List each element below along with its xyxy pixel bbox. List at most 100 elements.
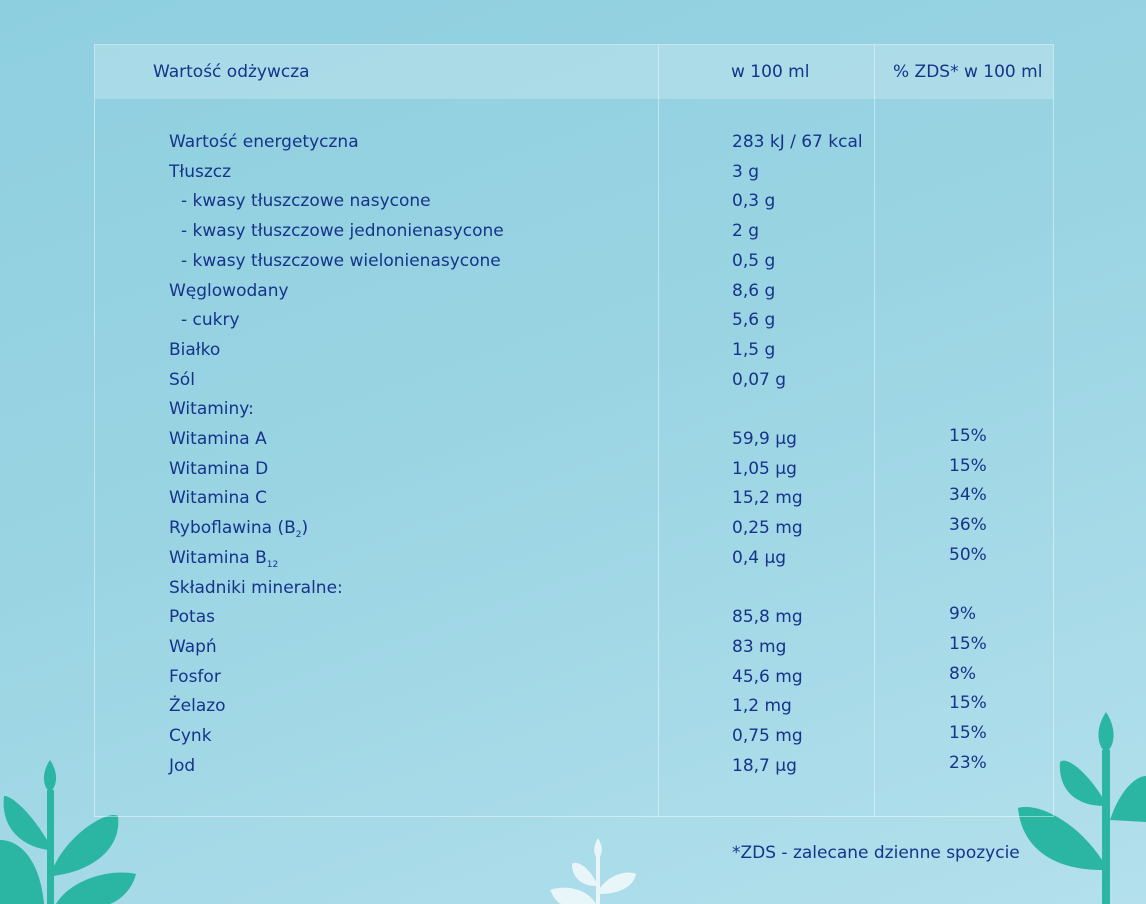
column-divider	[658, 45, 659, 816]
table-row: - kwasy tłuszczowe jednonienasycone 2 g	[95, 216, 1053, 246]
table-row: Witamina B12 0,4 µg 50%	[95, 543, 1053, 573]
nutrient-name: Żelazo	[169, 691, 226, 721]
nutrient-name: Witaminy:	[169, 394, 254, 424]
nutrient-name: Składniki mineralne:	[169, 573, 343, 603]
nutrient-name: Jod	[169, 751, 195, 781]
nutrient-value: 1,5 g	[732, 339, 776, 360]
table-row: Cynk 0,75 mg 15%	[95, 721, 1053, 751]
plant-left-icon	[0, 760, 136, 904]
table-row: Ryboflawina (B2) 0,25 mg 36%	[95, 513, 1053, 543]
nutrient-value: 0,25 mg	[732, 518, 803, 539]
header-per-100ml: w 100 ml	[731, 62, 810, 82]
nutrient-name: Białko	[169, 335, 220, 365]
nutrient-rda-percent: 9%	[949, 604, 976, 625]
nutrient-name-text: Ryboflawina (B	[169, 518, 296, 539]
nutrient-value: 283 kJ / 67 kcal	[732, 132, 863, 152]
nutrient-name-text: Sól	[169, 369, 195, 390]
nutrient-name-text: - kwasy tłuszczowe nasycone	[181, 191, 431, 212]
table-row: - kwasy tłuszczowe nasycone 0,3 g	[95, 186, 1053, 216]
nutrient-subscript: 12	[266, 559, 279, 570]
nutrient-name-text: Witamina B	[169, 547, 267, 568]
nutrient-suffix: )	[301, 518, 309, 539]
nutrient-name: - kwasy tłuszczowe nasycone	[181, 186, 431, 216]
nutrient-value: 1,05 µg	[732, 458, 797, 479]
nutrient-value: 0,3 g	[732, 191, 776, 212]
table-row: Potas 85,8 mg 9%	[95, 602, 1053, 632]
table-row: Wartość energetyczna 283 kJ / 67 kcal	[95, 127, 1053, 157]
nutrient-name: Cynk	[169, 721, 212, 751]
nutrient-name: Witamina B12	[169, 543, 278, 580]
nutrient-name-text: Witaminy:	[169, 399, 254, 420]
table-row: Składniki mineralne:	[95, 573, 1053, 603]
nutrient-name: Wapń	[169, 632, 217, 662]
table-row: Witamina A 59,9 µg 15%	[95, 424, 1053, 454]
nutrient-rda-percent: 15%	[949, 723, 987, 743]
nutrient-value: 3 g	[732, 161, 760, 182]
nutrient-name: - kwasy tłuszczowe wielonienasycone	[181, 246, 501, 276]
nutrient-name: Sól	[169, 365, 195, 395]
table-row: - cukry 5,6 g	[95, 305, 1053, 335]
nutrient-name-text: Białko	[169, 339, 221, 360]
table-row: Jod 18,7 µg 23%	[95, 751, 1053, 781]
table-row: Tłuszcz 3 g	[95, 157, 1053, 187]
nutrient-value: 18,7 µg	[732, 755, 797, 776]
nutrient-name-text: Węglowodany	[169, 280, 289, 301]
nutrient-name-text: Jod	[169, 755, 196, 776]
nutrient-rda-percent: 15%	[949, 693, 987, 714]
nutrient-value: 15,2 mg	[732, 488, 803, 509]
nutrient-name-text: Wartość energetyczna	[169, 132, 359, 152]
nutrient-value: 45,6 mg	[732, 666, 803, 687]
nutrient-name-text: Żelazo	[169, 696, 226, 717]
nutrient-value: 0,4 µg	[732, 547, 787, 568]
column-divider	[874, 45, 875, 816]
nutrient-name-text: Wapń	[169, 636, 217, 657]
table-row: Witaminy:	[95, 394, 1053, 424]
nutrient-name-text: Potas	[169, 607, 215, 628]
nutrient-name-text: Cynk	[169, 726, 212, 746]
nutrient-value: 5,6 g	[732, 310, 776, 331]
table-row: Sól 0,07 g	[95, 365, 1053, 395]
nutrient-name: Witamina A	[169, 424, 267, 454]
nutrient-value: 0,5 g	[732, 250, 776, 271]
header-rda-percent: % ZDS* w 100 ml	[893, 62, 1043, 82]
nutrient-value: 83 mg	[732, 636, 787, 657]
nutrient-name: Witamina D	[169, 454, 268, 484]
table-row: Białko 1,5 g	[95, 335, 1053, 365]
nutrient-name: Wartość energetyczna	[169, 127, 359, 157]
nutrient-rda-percent: 50%	[949, 544, 987, 565]
header-nutrient: Wartość odżywcza	[153, 62, 310, 82]
nutrient-value: 1,2 mg	[732, 696, 792, 717]
table-row: Fosfor 45,6 mg 8%	[95, 662, 1053, 692]
nutrient-name: Witamina C	[169, 483, 267, 513]
nutrient-name: - kwasy tłuszczowe jednonienasycone	[181, 216, 504, 246]
nutrient-rda-percent: 23%	[949, 752, 987, 773]
nutrient-subscript: 2	[295, 530, 302, 541]
nutrition-table: Wartość odżywcza w 100 ml % ZDS* w 100 m…	[94, 44, 1054, 817]
nutrient-name-text: Witamina C	[169, 488, 267, 509]
table-row: Żelazo 1,2 mg 15%	[95, 691, 1053, 721]
plant-center-icon	[550, 838, 636, 904]
nutrient-rda-percent: 34%	[949, 485, 987, 506]
nutrient-rda-percent: 8%	[949, 663, 976, 684]
nutrient-rda-percent: 15%	[949, 633, 987, 654]
nutrient-name-text: Składniki mineralne:	[169, 577, 343, 598]
nutrient-value: 59,9 µg	[732, 429, 797, 449]
nutrient-name-text: - kwasy tłuszczowe wielonienasycone	[181, 250, 501, 271]
nutrient-rda-percent: 36%	[949, 515, 987, 536]
nutrient-value: 8,6 g	[732, 280, 776, 301]
plant-right-icon	[1018, 712, 1146, 904]
table-row: Węglowodany 8,6 g	[95, 276, 1053, 306]
table-header: Wartość odżywcza w 100 ml % ZDS* w 100 m…	[95, 45, 1053, 99]
nutrient-name-text: - kwasy tłuszczowe jednonienasycone	[181, 221, 504, 242]
nutrient-name-text: Witamina D	[169, 458, 269, 479]
nutrient-name-text: Witamina A	[169, 429, 267, 449]
nutrient-name-text: Tłuszcz	[169, 161, 232, 182]
table-row: Witamina D 1,05 µg 15%	[95, 454, 1053, 484]
nutrient-name: - cukry	[181, 305, 240, 335]
nutrient-value: 2 g	[732, 221, 760, 242]
nutrient-value: 0,75 mg	[732, 726, 803, 746]
table-row: - kwasy tłuszczowe wielonienasycone 0,5 g	[95, 246, 1053, 276]
nutrient-value: 85,8 mg	[732, 607, 803, 628]
table-row: Witamina C 15,2 mg 34%	[95, 483, 1053, 513]
footnote: *ZDS - zalecane dzienne spozycie	[732, 843, 1020, 863]
